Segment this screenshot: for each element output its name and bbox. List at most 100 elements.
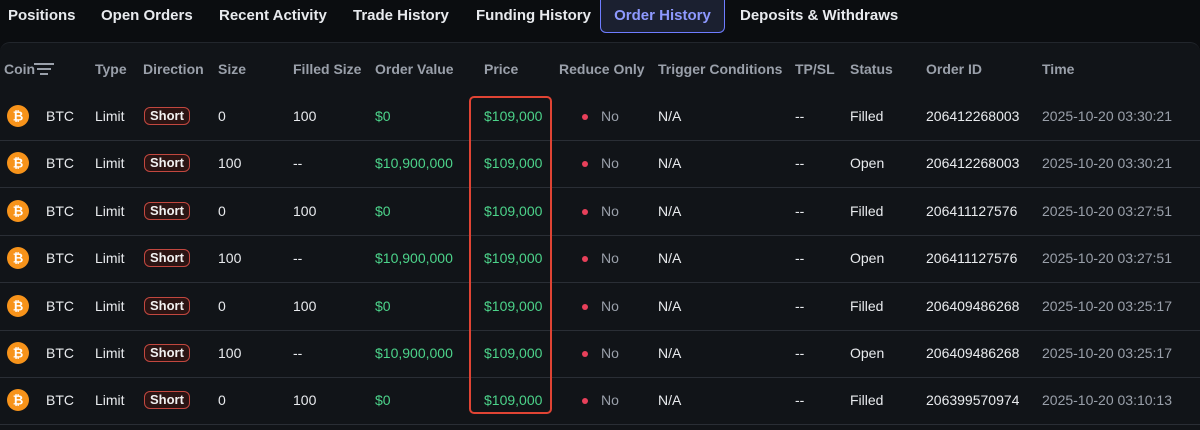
order-id-cell: 206409486268 bbox=[926, 297, 1020, 314]
reduce-only-dot bbox=[582, 398, 588, 405]
size-cell: 0 bbox=[218, 108, 226, 124]
reduce-only-cell: No bbox=[601, 392, 619, 409]
type-cell: Limit bbox=[95, 108, 125, 124]
tpsl-cell: -- bbox=[795, 108, 805, 124]
table-row[interactable]: ₿ BTC Short Limit 100 -- $10,900,000 $109,000 No… bbox=[0, 140, 1200, 189]
tab-positions[interactable]: Positions bbox=[8, 7, 76, 24]
status-cell: Open bbox=[850, 250, 885, 267]
type-cell: Limit bbox=[95, 155, 125, 172]
tab-recent-activity[interactable]: Recent Activity bbox=[219, 7, 327, 24]
trigger-conditions-cell: N/A bbox=[658, 345, 682, 361]
size-cell: 0 bbox=[218, 297, 226, 314]
tab-open-orders[interactable]: Open Orders bbox=[101, 7, 193, 24]
column-header-direction: Direction bbox=[143, 61, 204, 77]
tab-funding-history[interactable]: Funding History bbox=[476, 7, 591, 24]
bitcoin-icon: ₿ bbox=[7, 247, 29, 270]
time-cell: 2025-10-20 03:30:21 bbox=[1042, 108, 1172, 124]
direction-badge: Short bbox=[144, 296, 190, 315]
svg-text:₿: ₿ bbox=[13, 298, 24, 313]
price-cell: $109,000 bbox=[484, 155, 543, 172]
coin-cell[interactable]: BTC bbox=[46, 155, 74, 172]
tab-trade-history[interactable]: Trade History bbox=[353, 7, 449, 24]
time-cell: 2025-10-20 03:10:13 bbox=[1042, 392, 1172, 409]
tab-deposits-withdraws[interactable]: Deposits & Withdraws bbox=[740, 7, 899, 24]
direction-badge: Short bbox=[144, 391, 190, 410]
svg-text:₿: ₿ bbox=[13, 156, 24, 171]
direction-badge: Short bbox=[144, 201, 190, 220]
reduce-only-cell: No bbox=[601, 202, 619, 219]
reduce-only-cell: No bbox=[601, 108, 619, 124]
column-header-trigger-conditions: Trigger Conditions bbox=[658, 61, 783, 77]
direction-badge: Short bbox=[144, 154, 190, 173]
tab-order-history[interactable]: Order History bbox=[600, 0, 725, 33]
coin-cell[interactable]: BTC bbox=[46, 345, 74, 361]
tpsl-cell: -- bbox=[795, 392, 805, 409]
coin-cell[interactable]: BTC bbox=[46, 202, 74, 219]
column-header-filled-size: Filled Size bbox=[293, 61, 362, 77]
svg-text:₿: ₿ bbox=[13, 109, 24, 124]
tpsl-cell: -- bbox=[795, 250, 805, 267]
column-header-type: Type bbox=[95, 61, 127, 77]
status-cell: Filled bbox=[850, 202, 884, 219]
column-header-size: Size bbox=[218, 61, 247, 77]
reduce-only-dot bbox=[582, 161, 588, 168]
size-cell: 100 bbox=[218, 250, 242, 267]
bitcoin-icon: ₿ bbox=[7, 342, 29, 364]
reduce-only-cell: No bbox=[601, 155, 619, 172]
price-cell: $109,000 bbox=[484, 108, 543, 124]
table-row[interactable]: ₿ BTC Short Limit 100 -- $10,900,000 $109,000 No… bbox=[0, 330, 1200, 378]
coin-cell[interactable]: BTC bbox=[46, 108, 74, 124]
coin-cell[interactable]: BTC bbox=[46, 250, 74, 267]
bitcoin-icon: ₿ bbox=[7, 389, 29, 412]
type-cell: Limit bbox=[95, 250, 125, 267]
status-cell: Filled bbox=[850, 297, 884, 314]
column-header-order-id: Order ID bbox=[926, 61, 983, 77]
time-cell: 2025-10-20 03:27:51 bbox=[1042, 202, 1172, 219]
reduce-only-dot bbox=[582, 256, 588, 263]
order-id-cell: 206412268003 bbox=[926, 155, 1020, 172]
trigger-conditions-cell: N/A bbox=[658, 108, 682, 124]
trigger-conditions-cell: N/A bbox=[658, 392, 682, 409]
table-row[interactable]: ₿ BTC Short Limit 0 100 $0 $109,000 No N/A -- Fille… bbox=[0, 188, 1200, 236]
reduce-only-dot bbox=[582, 303, 588, 310]
time-cell: 2025-10-20 03:25:17 bbox=[1042, 297, 1172, 314]
type-cell: Limit bbox=[95, 392, 125, 409]
price-cell: $109,000 bbox=[484, 392, 543, 409]
order-value-cell: $10,900,000 bbox=[375, 345, 453, 361]
coin-cell[interactable]: BTC bbox=[46, 297, 74, 314]
tpsl-cell: -- bbox=[795, 297, 805, 314]
status-cell: Filled bbox=[850, 108, 884, 124]
filled-size-cell: 100 bbox=[293, 297, 317, 314]
price-cell: $109,000 bbox=[484, 297, 543, 314]
bitcoin-icon: ₿ bbox=[7, 294, 29, 317]
order-value-cell: $0 bbox=[375, 297, 391, 314]
tab-bar: Positions Open Orders Recent Activity Tr… bbox=[0, 0, 1200, 34]
order-value-cell: $10,900,000 bbox=[375, 250, 453, 267]
table-row[interactable]: ₿ BTC Short Limit 100 -- $10,900,000 $109,000 No… bbox=[0, 235, 1200, 284]
reduce-only-cell: No bbox=[601, 345, 619, 361]
table-row[interactable]: ₿ BTC Short Limit 0 100 $0 $109,000 No N/A -- Fille… bbox=[0, 283, 1200, 331]
order-value-cell: $0 bbox=[375, 392, 391, 409]
filter-icon[interactable] bbox=[34, 62, 54, 76]
trigger-conditions-cell: N/A bbox=[658, 250, 682, 267]
reduce-only-cell: No bbox=[601, 250, 619, 267]
filled-size-cell: -- bbox=[293, 155, 303, 172]
time-cell: 2025-10-20 03:30:21 bbox=[1042, 155, 1172, 172]
size-cell: 0 bbox=[218, 392, 226, 409]
reduce-only-dot bbox=[582, 351, 588, 357]
filled-size-cell: -- bbox=[293, 250, 303, 267]
table-row[interactable]: ₿ BTC Short Limit 0 100 $0 $109,000 No N/A -- Fille… bbox=[0, 93, 1200, 141]
tpsl-cell: -- bbox=[795, 345, 805, 361]
column-header-order-value: Order Value bbox=[375, 61, 454, 77]
reduce-only-dot bbox=[582, 114, 588, 120]
column-header-coin[interactable]: Coin bbox=[4, 61, 36, 77]
trigger-conditions-cell: N/A bbox=[658, 155, 682, 172]
coin-cell[interactable]: BTC bbox=[46, 392, 74, 409]
table-row[interactable]: ₿ BTC Short Limit 0 100 $0 $109,000 No N/A -- Fille… bbox=[0, 377, 1200, 426]
type-cell: Limit bbox=[95, 297, 125, 314]
reduce-only-cell: No bbox=[601, 297, 619, 314]
column-header-price: Price bbox=[484, 61, 519, 77]
type-cell: Limit bbox=[95, 345, 125, 361]
order-value-cell: $10,900,000 bbox=[375, 155, 453, 172]
order-value-cell: $0 bbox=[375, 202, 391, 219]
